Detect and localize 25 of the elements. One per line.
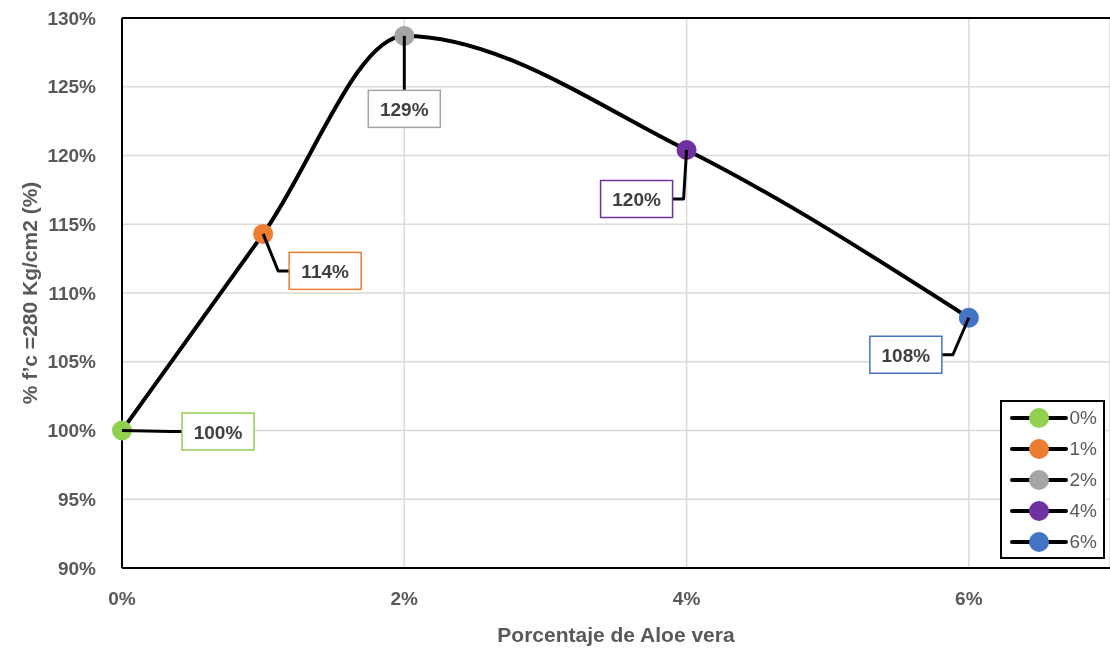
legend-label: 4%	[1069, 499, 1097, 522]
legend-label: 1%	[1069, 437, 1097, 460]
y-tick-label: 110%	[48, 282, 97, 304]
y-tick-label: 105%	[47, 351, 97, 373]
data-label: 114%	[301, 260, 350, 282]
x-axis-title: Porcentaje de Aloe vera	[497, 623, 735, 646]
x-tick-label: 6%	[955, 588, 983, 610]
y-tick-label: 115%	[48, 213, 97, 235]
data-label: 129%	[379, 98, 429, 120]
y-axis-title: % f’c =280 Kg/cm2 (%)	[18, 181, 42, 405]
x-tick-label: 4%	[672, 588, 701, 610]
data-label: 120%	[612, 188, 661, 210]
legend-label: 2%	[1069, 468, 1097, 491]
y-tick-label: 95%	[57, 488, 97, 510]
y-tick-label: 130%	[47, 7, 97, 29]
data-label: 108%	[881, 344, 931, 366]
y-tick-label: 120%	[47, 145, 97, 167]
y-tick-label: 100%	[47, 420, 97, 442]
data-label: 100%	[193, 421, 243, 442]
legend-label: 0%	[1069, 406, 1097, 429]
x-tick-label: 2%	[390, 588, 419, 610]
x-tick-label: 0%	[108, 588, 136, 610]
legend-label: 6%	[1069, 530, 1097, 553]
y-tick-label: 90%	[57, 557, 97, 579]
y-tick-label: 125%	[47, 76, 97, 98]
